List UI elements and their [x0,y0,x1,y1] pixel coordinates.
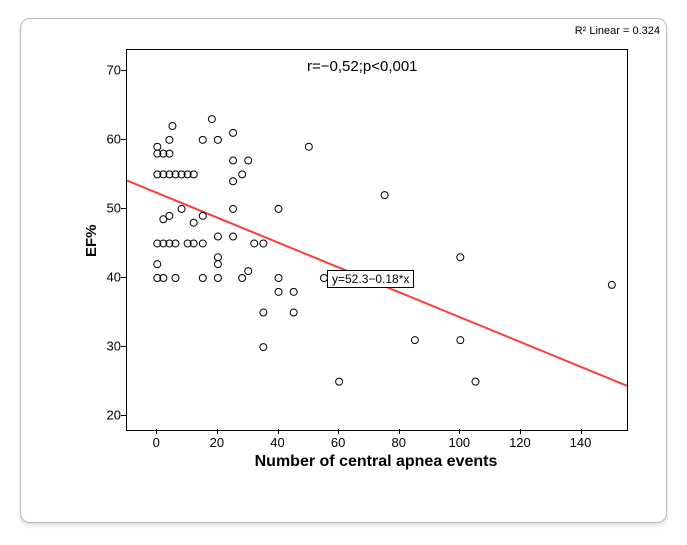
x-tick-mark [581,429,582,434]
y-tick-label: 40 [93,270,121,285]
data-point [457,254,464,261]
data-point [275,288,282,295]
x-tick-mark [217,429,218,434]
data-point [190,219,197,226]
data-point [245,268,252,275]
x-axis-label: Number of central apnea events [126,453,626,471]
data-point [172,275,179,282]
data-point [230,178,237,185]
x-tick-label: 140 [566,435,596,450]
y-tick-mark [121,208,126,209]
r2-label: R² Linear = 0.324 [575,25,660,37]
data-point [169,123,176,130]
data-point [260,309,267,316]
data-point [214,254,221,261]
data-point [199,212,206,219]
y-tick-label: 20 [93,408,121,423]
data-point [411,337,418,344]
correlation-annotation: r=−0,52;p<0,001 [307,58,418,75]
y-tick-mark [121,415,126,416]
data-point [275,205,282,212]
data-point [166,212,173,219]
data-point [199,275,206,282]
y-tick-mark [121,277,126,278]
y-tick-label: 30 [93,339,121,354]
data-point [239,275,246,282]
x-tick-mark [156,429,157,434]
x-tick-label: 60 [323,435,353,450]
x-tick-mark [399,429,400,434]
data-point [245,157,252,164]
x-tick-mark [520,429,521,434]
data-point [154,261,161,268]
x-tick-label: 20 [202,435,232,450]
x-tick-label: 80 [384,435,414,450]
x-tick-label: 100 [444,435,474,450]
data-point [230,205,237,212]
plot-wrap: r=−0,52;p<0,001 y=52.3−0.18*x 20 30 40 50 60… [91,39,641,469]
chart-frame: R² Linear = 0.324 r=−0,52;p<0,001 y=52.3… [20,18,667,523]
data-point [230,233,237,240]
data-point [290,288,297,295]
data-point [305,143,312,150]
data-point [199,136,206,143]
data-point [214,261,221,268]
equation-box: y=52.3−0.18*x [327,270,414,288]
data-point [457,337,464,344]
data-point [260,344,267,351]
x-tick-mark [459,429,460,434]
data-point [239,171,246,178]
x-tick-mark [278,429,279,434]
data-point [214,233,221,240]
data-point [214,275,221,282]
data-point [230,129,237,136]
x-tick-mark [338,429,339,434]
data-point [178,205,185,212]
x-tick-label: 40 [263,435,293,450]
data-point [166,136,173,143]
data-point [230,157,237,164]
x-tick-label: 0 [141,435,171,450]
data-point [608,281,615,288]
y-axis-label: EF% [83,224,100,257]
y-tick-mark [121,70,126,71]
y-tick-label: 60 [93,131,121,146]
scatter-svg [127,50,627,430]
data-point [214,136,221,143]
data-point [208,116,215,123]
data-point [199,240,206,247]
data-point [260,240,267,247]
data-point [290,309,297,316]
data-point [275,275,282,282]
y-tick-mark [121,346,126,347]
data-point [154,143,161,150]
data-point [381,192,388,199]
y-tick-mark [121,139,126,140]
data-point [251,240,258,247]
y-tick-label: 70 [93,62,121,77]
y-tick-label: 50 [93,200,121,215]
x-tick-label: 120 [505,435,535,450]
data-point [472,378,479,385]
plot-area: r=−0,52;p<0,001 y=52.3−0.18*x [126,49,628,431]
data-point [336,378,343,385]
